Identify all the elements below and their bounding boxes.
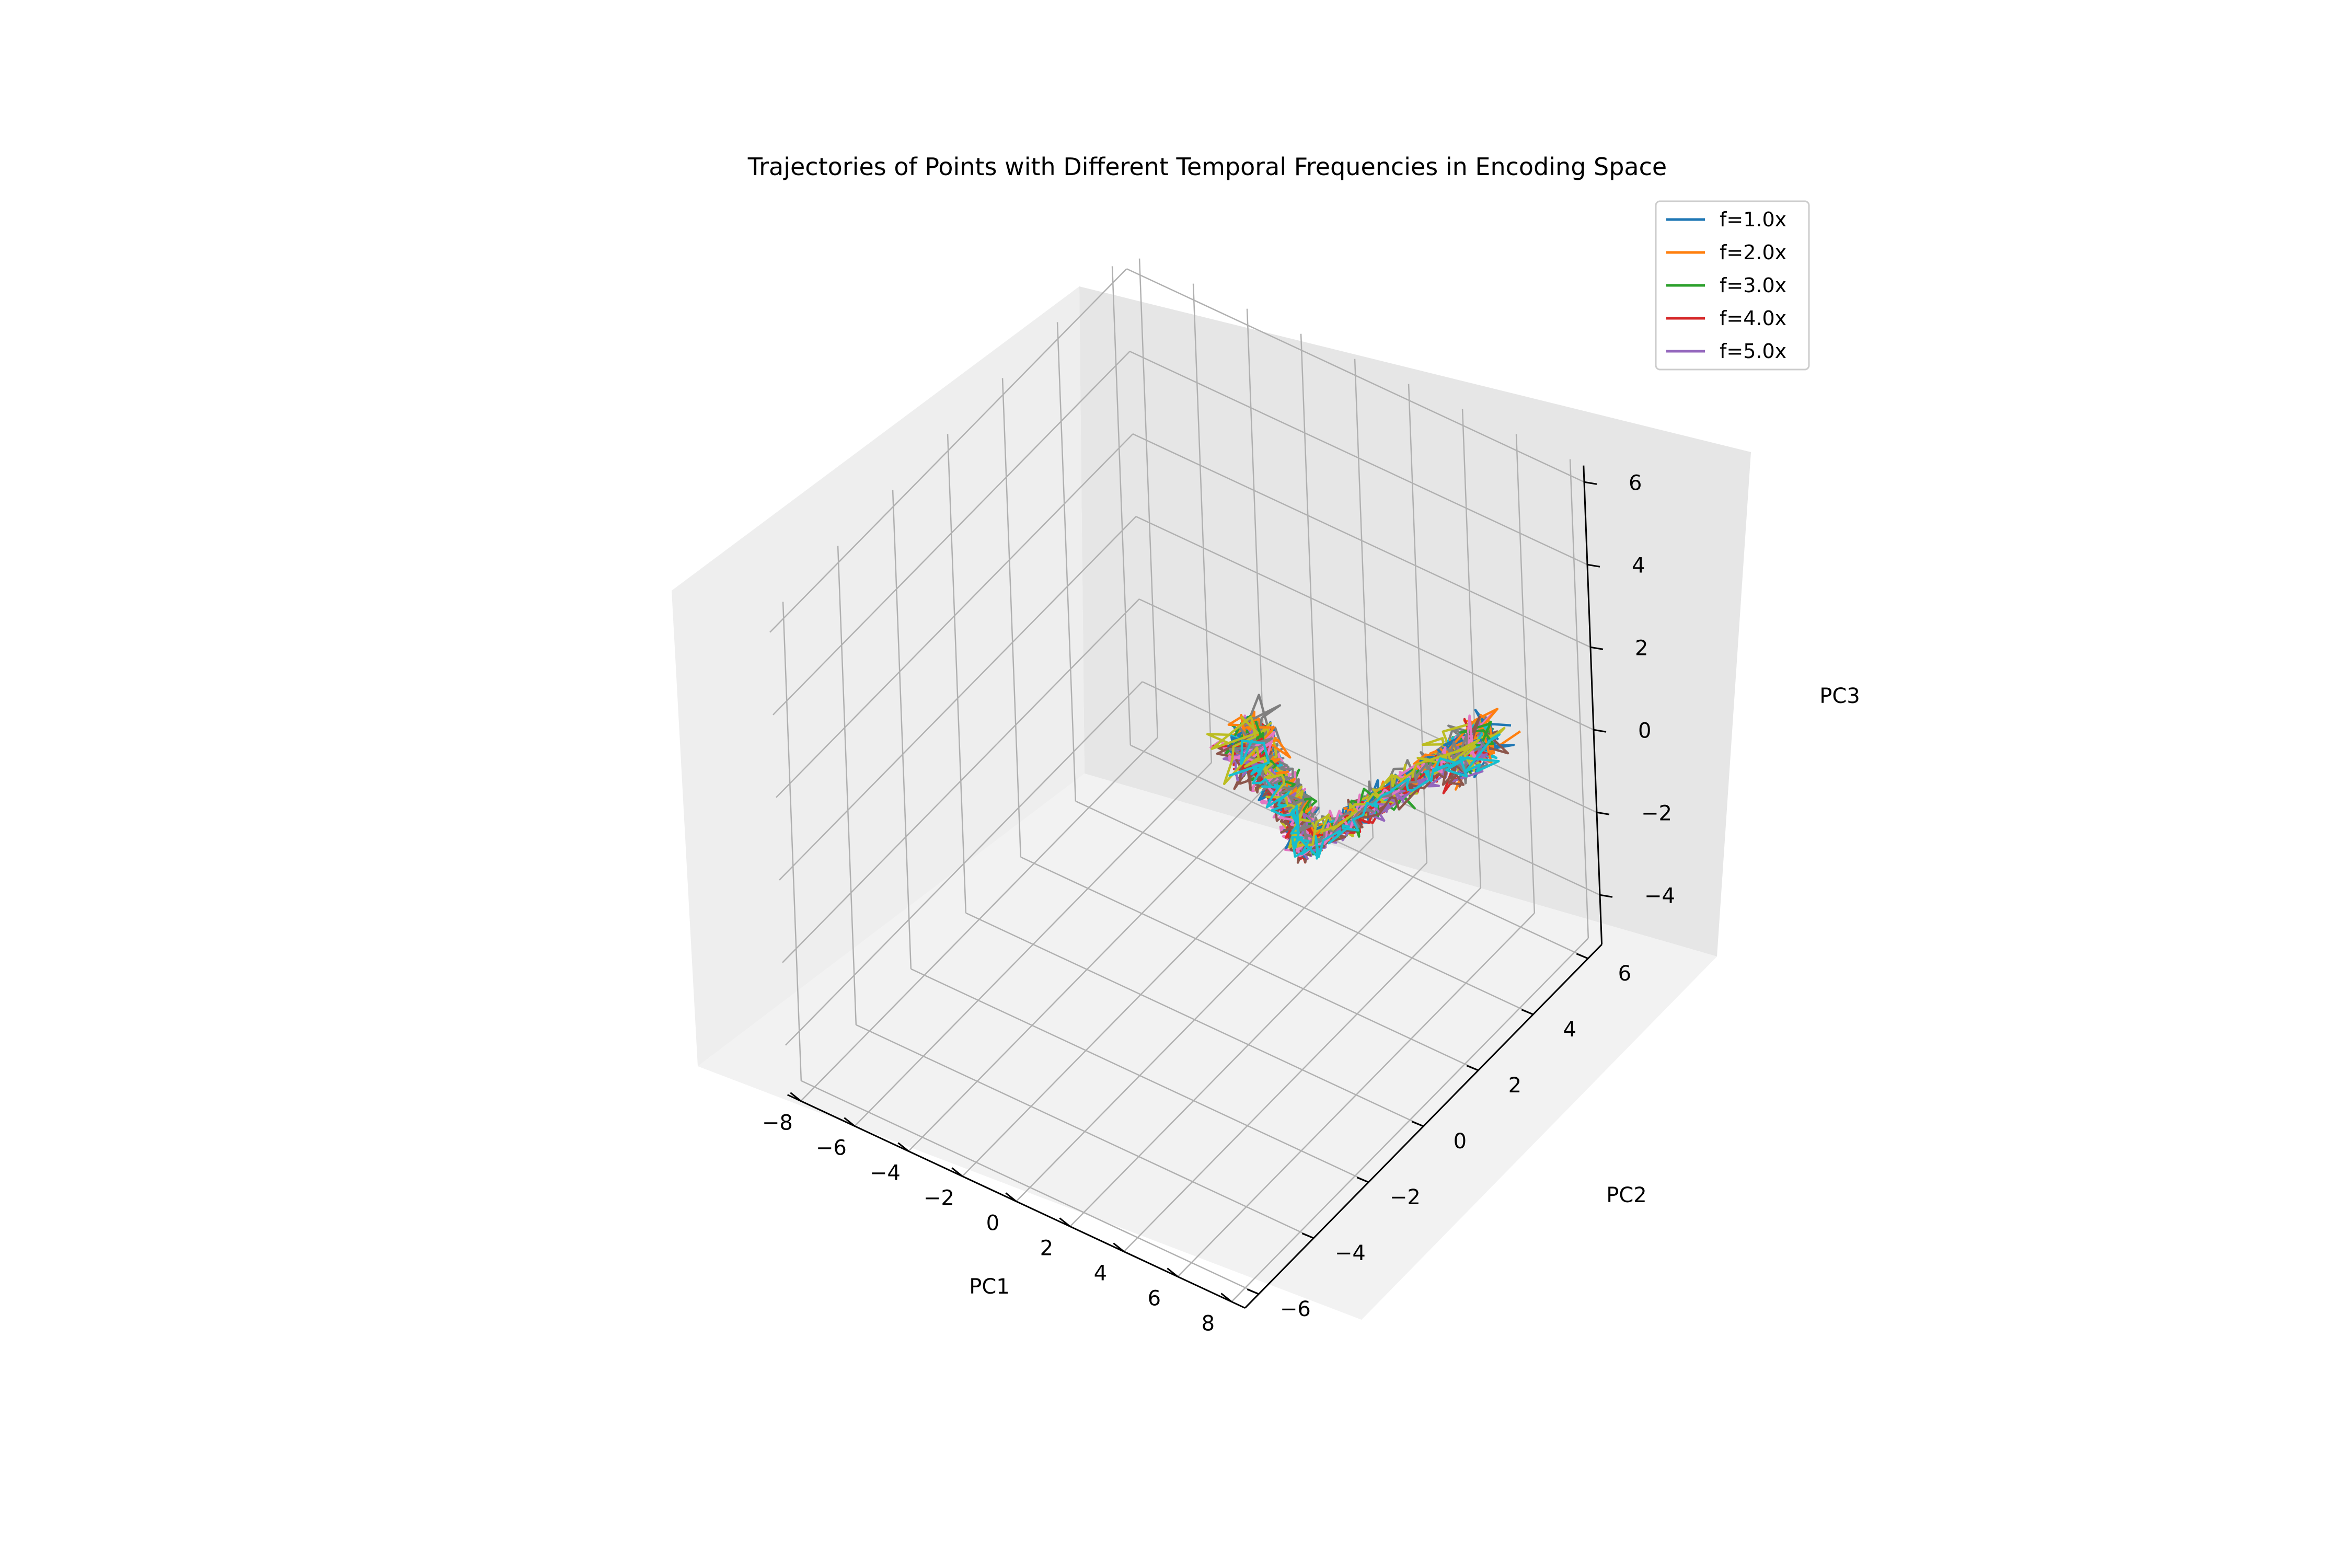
legend-frame [1655,200,1810,371]
z-tick-label: 4 [1632,554,1645,578]
grid-line [856,1024,1314,1239]
x-tick-label: −8 [762,1111,793,1135]
z-tick-mark [1596,811,1610,815]
tick-labels: −8 −6 −4 −2 0 2 4 6 8 −6 −4 −2 0 2 4 6 −4 −2 0 2 4 6 [762,471,1675,1335]
grid-line [801,1080,1259,1295]
legend-entries: f=1.0x f=2.0x f=3.0x f=4.0x f=5.0x [1666,208,1786,363]
x-tick-mark [1059,1217,1071,1227]
floor-pane [698,774,1717,1320]
x-tick-mark [844,1117,856,1127]
grid-lines [769,258,1600,1302]
grid-line [947,434,967,913]
grid-line [1129,351,1588,566]
grid-line [965,912,1424,1127]
y-tick-label: 2 [1508,1074,1521,1098]
y-tick-label: −2 [1390,1185,1421,1209]
x-tick-label: 2 [1040,1237,1053,1261]
chart-title: Trajectories of Points with Different Te… [747,153,1667,181]
left-pane [672,286,1085,1066]
z-tick-mark [1584,481,1597,485]
grid-line [1130,744,1588,959]
legend-label: f=4.0x [1720,307,1786,330]
grid-line [782,602,802,1081]
grid-line [785,681,1143,1046]
trajectory-line [1228,738,1500,858]
legend-label: f=1.0x [1720,208,1786,231]
x-tick-label: 8 [1202,1312,1215,1336]
x-tick-label: −4 [870,1161,901,1185]
y-tick-label: 0 [1454,1129,1467,1154]
z-axis-line [1583,465,1603,945]
x-axis-label: PC1 [969,1275,1010,1299]
x-tick-label: −6 [816,1136,847,1160]
y-axis-label: PC2 [1606,1183,1647,1207]
x-axis-line [787,1094,1246,1309]
grid-line [782,598,1140,963]
x-tick-mark [1167,1267,1179,1277]
grid-line [1138,598,1597,813]
grid-line [1111,266,1132,745]
legend-label: f=2.0x [1720,241,1786,264]
y-tick-mark [1576,953,1588,960]
z-tick-label: −2 [1641,801,1672,825]
x-tick-mark [1005,1192,1017,1202]
legend: f=1.0x f=2.0x f=3.0x f=4.0x f=5.0x [1655,200,1810,371]
grid-line [779,516,1137,881]
grid-line [837,546,857,1025]
x-tick-label: 4 [1094,1262,1107,1286]
z-tick-label: 6 [1629,471,1642,495]
grid-line [1135,516,1594,731]
x-tick-label: 6 [1148,1287,1161,1311]
z-tick-label: 0 [1638,719,1651,743]
x-tick-mark [1113,1242,1125,1252]
grid-line [1001,378,1022,857]
legend-label: f=3.0x [1720,274,1786,297]
y-tick-mark [1466,1065,1479,1071]
x-tick-mark [951,1167,963,1177]
x-tick-mark [897,1142,909,1152]
grid-line [1020,856,1479,1071]
y-tick-mark [1411,1121,1424,1127]
grid-line [1075,800,1534,1015]
x-tick-mark [790,1092,802,1102]
grid-line [1132,433,1591,648]
grid-line [1300,333,1320,813]
grid-line [1515,434,1536,914]
grid-line [892,490,912,969]
z-tick-mark [1590,646,1604,650]
x-tick-label: 0 [986,1212,999,1236]
y-tick-mark [1356,1177,1369,1183]
z-tick-mark [1593,729,1607,733]
z-tick-mark [1599,894,1613,898]
y-tick-mark [1301,1232,1314,1239]
y-tick-label: −4 [1335,1241,1366,1265]
y-tick-label: 6 [1618,962,1631,986]
grid-line [769,268,1127,633]
grid-line [1138,258,1159,738]
trajectory-lines [1206,694,1521,864]
z-tick-mark [1587,563,1600,568]
y-tick-mark [1521,1009,1534,1016]
grid-line [1354,359,1374,838]
y-tick-mark [1247,1288,1259,1295]
grid-line [1056,322,1077,801]
y-tick-label: −6 [1280,1297,1311,1321]
z-axis-label: PC3 [1819,684,1860,708]
z-tick-label: 2 [1635,636,1648,660]
grid-line [1126,268,1585,483]
axes-3d [672,258,1751,1320]
grid-line [773,351,1131,716]
z-tick-label: −4 [1644,884,1675,908]
y-tick-label: 4 [1563,1018,1576,1042]
x-tick-label: −2 [924,1186,954,1210]
x-tick-mark [1220,1293,1232,1302]
grid-line [1461,409,1482,889]
legend-label: f=5.0x [1720,340,1786,363]
grid-line [910,968,1369,1183]
grid-line [1569,459,1589,939]
grid-line [1192,283,1213,763]
grid-line [776,433,1134,798]
